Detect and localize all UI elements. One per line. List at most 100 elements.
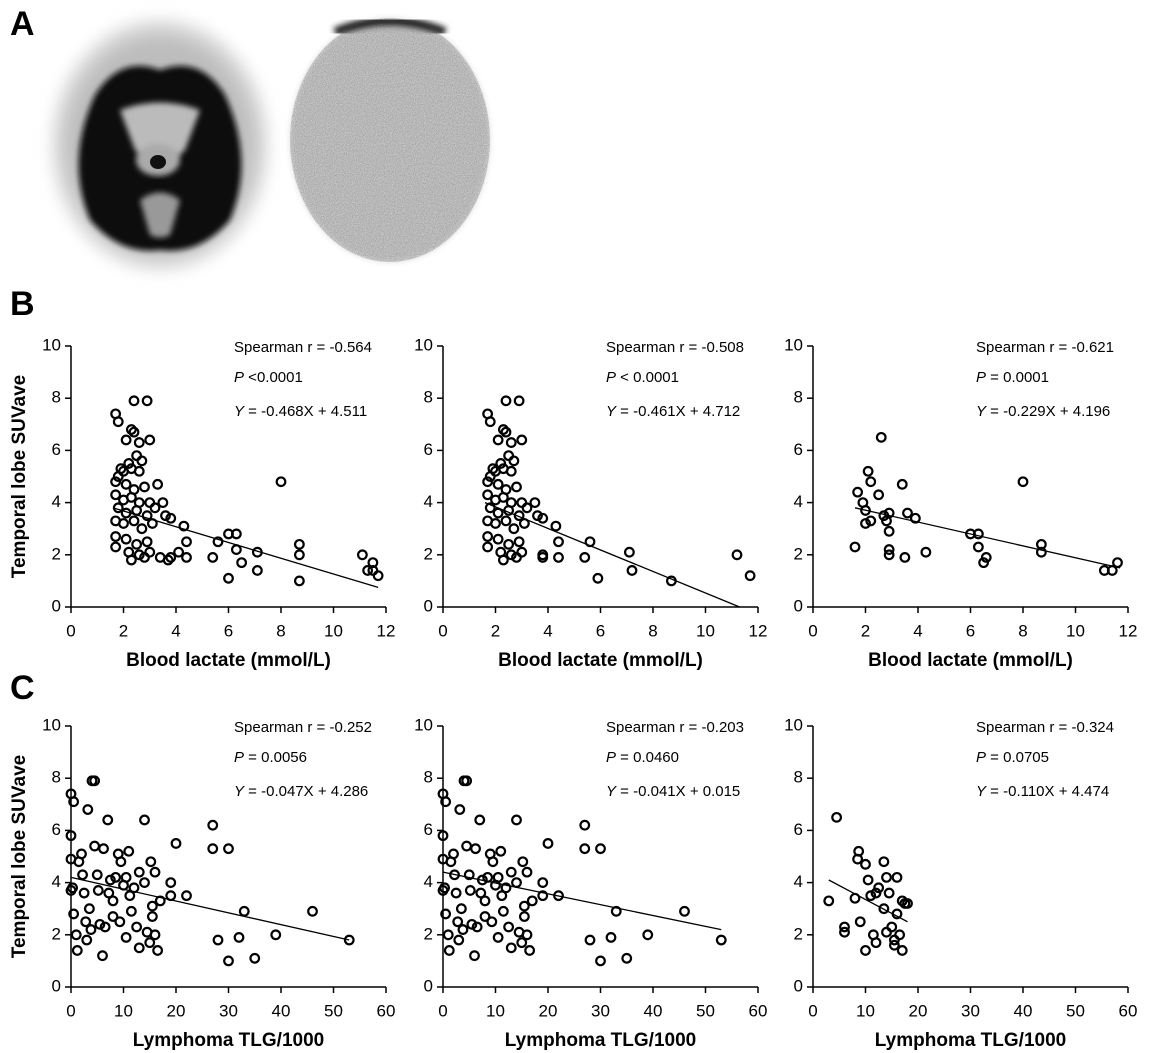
annotation: Y = -0.110X + 4.474	[976, 783, 1109, 800]
x-tick-label: 10	[324, 621, 343, 640]
data-point	[882, 873, 891, 882]
data-point	[523, 931, 532, 940]
data-point	[224, 574, 233, 583]
fit-line	[485, 503, 740, 607]
data-point	[519, 857, 528, 866]
data-point	[494, 873, 503, 882]
data-point	[898, 946, 907, 955]
data-point	[496, 847, 505, 856]
data-point	[544, 839, 553, 848]
annotation: Spearman r = -0.203	[606, 719, 744, 736]
data-point	[628, 566, 637, 575]
data-point	[882, 928, 891, 937]
data-point	[454, 936, 463, 945]
data-point	[224, 957, 233, 966]
x-tick-label: 50	[696, 1001, 715, 1020]
page: {"panel_labels": ["A", "B", "C"], "chart…	[0, 0, 1150, 1053]
data-point	[143, 537, 152, 546]
x-tick-label: 6	[966, 621, 975, 640]
data-point	[235, 933, 244, 942]
data-point	[502, 397, 511, 406]
data-point	[94, 886, 103, 895]
data-point	[224, 844, 233, 853]
data-point	[538, 878, 547, 887]
data-point	[622, 954, 631, 963]
data-point	[887, 923, 896, 932]
x-tick-label: 30	[591, 1001, 610, 1020]
data-point	[824, 897, 833, 906]
x-tick-label: 0	[808, 621, 817, 640]
data-point	[119, 519, 128, 528]
data-point	[515, 537, 524, 546]
data-point	[127, 556, 136, 565]
x-tick-label: 20	[909, 1001, 928, 1020]
data-point	[517, 436, 526, 445]
x-tick-label: 2	[491, 621, 500, 640]
annotation: Spearman r = -0.621	[976, 339, 1114, 356]
x-tick-label: 10	[114, 1001, 133, 1020]
data-point	[861, 946, 870, 955]
x-tick-label: 50	[324, 1001, 343, 1020]
data-point	[512, 878, 521, 887]
data-point	[471, 844, 480, 853]
data-point	[111, 532, 120, 541]
x-axis-label: Blood lactate (mmol/L)	[498, 650, 703, 671]
data-point	[491, 519, 500, 528]
data-point	[525, 946, 534, 955]
data-point	[444, 931, 453, 940]
data-point	[517, 498, 526, 507]
data-point	[528, 897, 537, 906]
y-tick-label: 6	[794, 440, 803, 459]
data-point	[510, 457, 519, 466]
data-point	[114, 417, 123, 426]
data-point	[156, 553, 165, 562]
x-tick-label: 60	[749, 1001, 768, 1020]
y-tick-label: 4	[794, 872, 803, 891]
x-tick-label: 30	[219, 1001, 238, 1020]
annotation: Spearman r = -0.252	[234, 719, 372, 736]
y-tick-label: 2	[424, 544, 433, 563]
pet-image-right	[290, 18, 490, 262]
y-tick-label: 10	[784, 335, 803, 354]
x-tick-label: 4	[913, 621, 922, 640]
y-tick-label: 8	[52, 388, 61, 407]
data-point	[504, 923, 513, 932]
x-axis-label: Blood lactate (mmol/L)	[868, 650, 1073, 671]
data-point	[470, 951, 479, 960]
data-point	[893, 873, 902, 882]
y-tick-label: 6	[52, 820, 61, 839]
data-point	[864, 467, 873, 476]
x-tick-label: 30	[961, 1001, 980, 1020]
data-point	[111, 543, 120, 552]
y-tick-label: 8	[794, 388, 803, 407]
y-tick-label: 10	[414, 335, 433, 354]
data-point	[625, 548, 634, 557]
x-tick-label: 12	[377, 621, 396, 640]
data-point	[374, 571, 383, 580]
data-point	[80, 889, 89, 898]
data-point	[138, 457, 147, 466]
y-tick-label: 2	[424, 924, 433, 943]
y-axis-label: Temporal lobe SUVave	[9, 375, 30, 578]
data-point	[132, 451, 141, 460]
data-point	[520, 912, 529, 921]
annotation: Y = -0.468X + 4.511	[234, 403, 367, 420]
x-tick-label: 6	[596, 621, 605, 640]
data-point	[552, 522, 561, 531]
x-tick-label: 2	[861, 621, 870, 640]
data-point	[308, 907, 317, 916]
data-point	[237, 558, 246, 567]
x-tick-label: 0	[438, 1001, 447, 1020]
x-tick-label: 4	[171, 621, 180, 640]
data-point	[172, 839, 181, 848]
data-point	[130, 397, 139, 406]
data-point	[523, 868, 532, 877]
data-point	[449, 850, 458, 859]
y-tick-label: 10	[42, 335, 61, 354]
data-point	[856, 917, 865, 926]
x-tick-label: 50	[1066, 1001, 1085, 1020]
x-tick-label: 2	[119, 621, 128, 640]
data-point	[250, 954, 259, 963]
data-point	[466, 886, 475, 895]
